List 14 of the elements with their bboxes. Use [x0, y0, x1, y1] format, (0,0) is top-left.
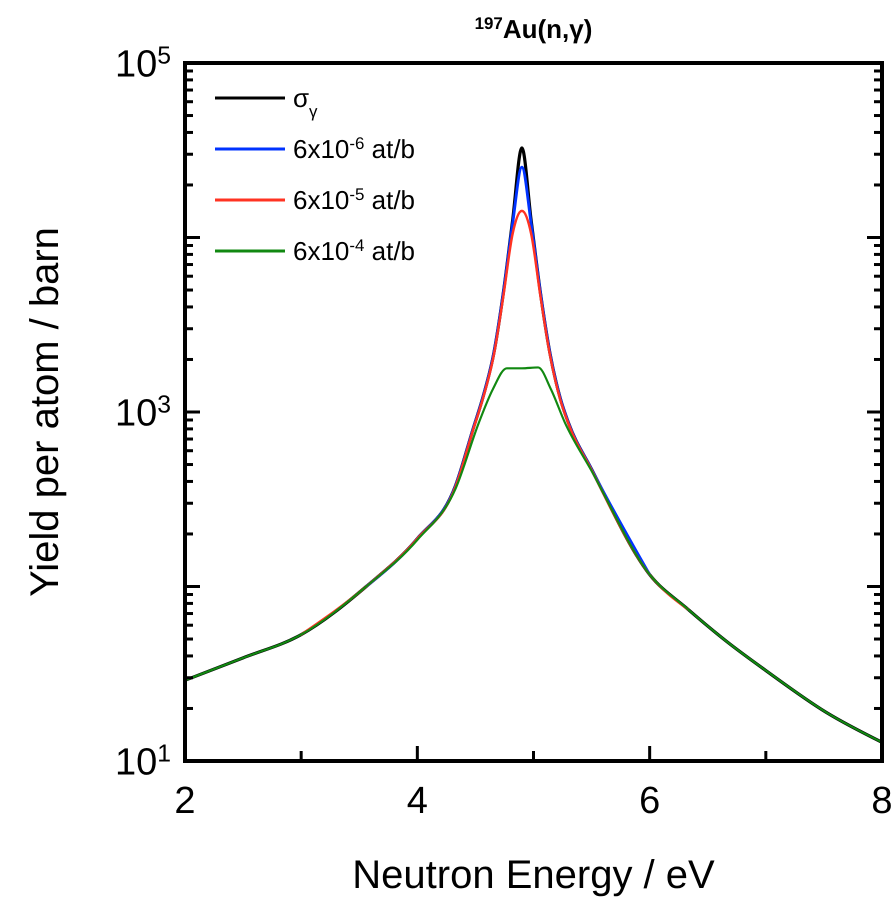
y-tick-label: 10$^{1}$	[114, 740, 171, 784]
x-tick-label: 4	[406, 780, 428, 822]
chart-title: $^{197}$Au(n,γ)	[474, 14, 592, 44]
x-tick-label: 6	[639, 780, 660, 822]
y-tick-label: 10$^{5}$	[114, 42, 171, 86]
x-tick-label: 2	[174, 780, 196, 822]
y-axis-title: Yield per atom / barn	[23, 227, 67, 597]
legend-label: 6x10$^{-5}$ at/b	[293, 184, 416, 216]
x-axis-title: Neutron Energy / eV	[352, 853, 716, 897]
y-tick-label: 10$^{3}$	[114, 390, 171, 434]
legend-label: 6x10$^{-6}$ at/b	[293, 134, 416, 164]
x-tick-label: 8	[871, 780, 893, 822]
legend-label: 6x10$^{-4}$ at/b	[293, 236, 416, 266]
legend-label: σ$_{γ}$	[293, 83, 318, 121]
